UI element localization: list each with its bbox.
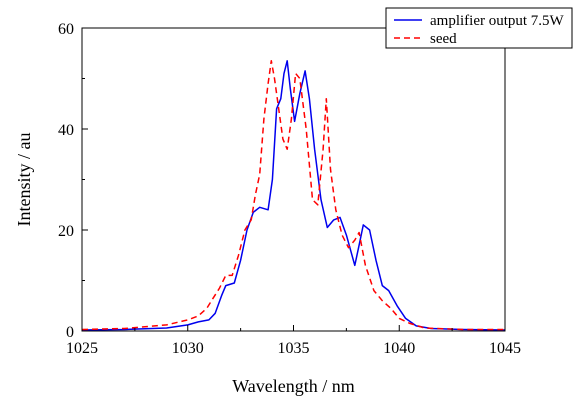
- x-tick-label: 1045: [489, 340, 521, 357]
- legend-box: [385, 7, 573, 49]
- axis-ticks: 1025 1030 1035 1040 1045 0 20 40 60: [58, 21, 521, 357]
- legend: amplifier output 7.5W seed: [385, 7, 573, 49]
- series-line-amplifier-output: [81, 60, 506, 331]
- x-tick-label: 1030: [172, 340, 204, 357]
- y-tick-label: 60: [58, 21, 74, 38]
- series-line-seed: [81, 60, 505, 331]
- x-tick-label: 1025: [66, 340, 98, 357]
- legend-label-amplifier-output: amplifier output 7.5W: [430, 13, 565, 29]
- y-axis-label: Intensity / au: [14, 133, 34, 227]
- legend-label-seed: seed: [430, 31, 457, 47]
- y-tick-label: 20: [58, 223, 74, 240]
- y-tick-label: 40: [58, 122, 74, 139]
- plot-curves: [81, 60, 506, 331]
- plot-frame: [81, 27, 506, 332]
- y-tick-label: 0: [66, 324, 74, 341]
- x-tick-label: 1040: [383, 340, 415, 357]
- x-axis-label: Wavelength / nm: [232, 376, 355, 396]
- x-tick-label: 1035: [278, 340, 310, 357]
